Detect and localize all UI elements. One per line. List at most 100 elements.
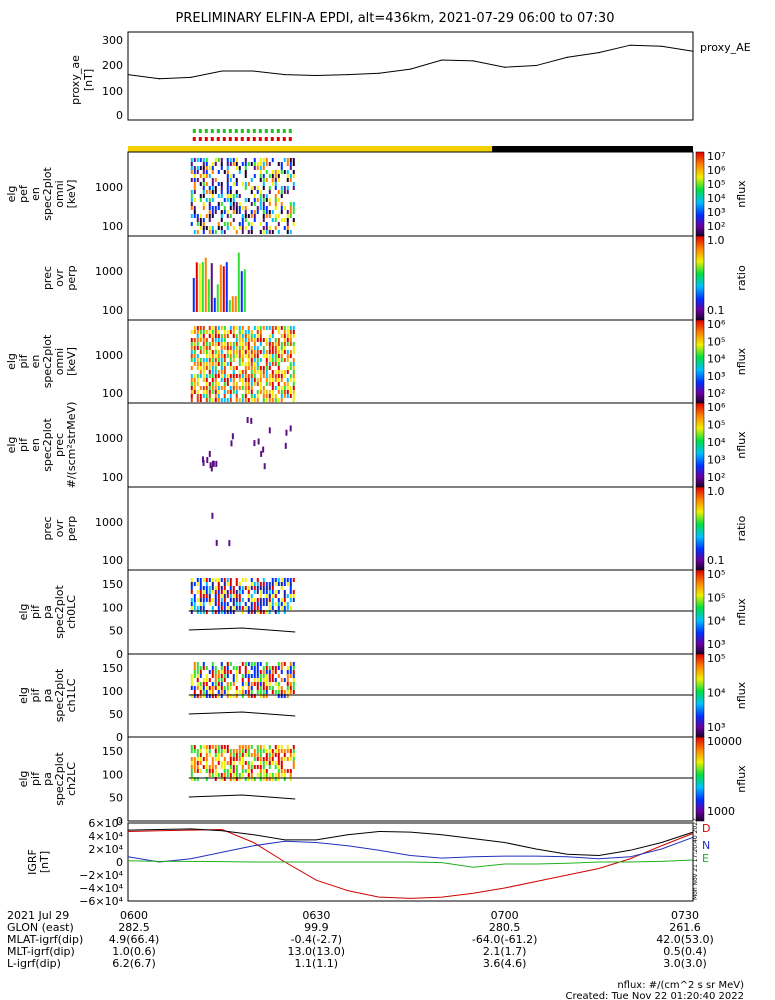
spectrogram-pixel <box>277 598 280 602</box>
colorbar-label: nflux <box>735 347 748 375</box>
spectrogram-pixel <box>232 370 235 374</box>
spectrogram-pixel <box>289 594 292 598</box>
spectrogram-pixel <box>292 370 295 374</box>
spectrogram-pixel <box>208 366 211 370</box>
spectrogram-pixel <box>283 598 286 602</box>
spectrogram-pixel <box>217 745 220 749</box>
spectrogram-pixel <box>280 686 283 690</box>
spectrogram-pixel <box>199 366 202 370</box>
spectrogram-pixel <box>256 350 259 354</box>
spectrogram-pixel <box>289 342 292 346</box>
spectrogram-pixel <box>289 162 292 166</box>
spectrogram-pixel <box>280 162 283 166</box>
spectrogram-pixel <box>238 334 241 338</box>
spectrogram-pixel <box>274 386 277 390</box>
spectrogram-pixel <box>286 162 289 166</box>
spectrogram-pixel <box>241 769 244 773</box>
x-axis-value: -0.4(-2.7) <box>291 933 343 946</box>
spectrogram-pixel <box>250 694 253 698</box>
spectrogram-pixel <box>244 745 247 749</box>
spectrogram-pixel <box>220 761 223 765</box>
spectrogram-pixel <box>232 378 235 382</box>
spectrogram-pixel <box>211 590 214 594</box>
spectrogram-pixel <box>220 578 223 582</box>
spectrogram-pixel <box>262 386 265 390</box>
spectrogram-pixel <box>217 182 220 186</box>
spectrogram-pixel <box>214 594 217 598</box>
spectrogram-pixel <box>246 417 249 424</box>
spectrogram-pixel <box>235 690 238 694</box>
spectrogram-pixel <box>205 158 208 162</box>
spectrogram-pixel <box>220 610 223 614</box>
spectrogram-pixel <box>220 765 223 769</box>
spectrogram-pixel <box>250 610 253 614</box>
spectrogram-pixel <box>277 358 280 362</box>
spectrogram-pixel <box>247 366 250 370</box>
spectrogram-pixel <box>196 578 199 582</box>
spectrogram-pixel <box>271 749 274 753</box>
spectrogram-pixel <box>274 170 277 174</box>
spectrogram-pixel <box>253 777 256 781</box>
spectrogram-pixel <box>202 370 205 374</box>
spectrogram-pixel <box>234 296 237 312</box>
spectrogram-pixel <box>205 678 208 682</box>
proxy-ae-point <box>692 50 694 52</box>
spectrogram-pixel <box>211 606 214 610</box>
spectrogram-pixel <box>283 602 286 606</box>
science-zone-dot-red <box>252 137 256 141</box>
spectrogram-pixel <box>268 610 271 614</box>
spectrogram-pixel <box>247 326 250 330</box>
spectrogram-pixel <box>223 666 226 670</box>
panel-ylabel: elg <box>5 353 18 370</box>
footer-units: nflux: #/(cm^2 s sr MeV) <box>617 980 744 991</box>
panel-ylabel: prec <box>41 516 54 540</box>
spectrogram-pixel <box>259 342 262 346</box>
spectrogram-pixel <box>283 218 286 222</box>
spectrogram-pixel <box>274 358 277 362</box>
spectrogram-pixel <box>265 214 268 218</box>
spectrogram-pixel <box>208 330 211 334</box>
science-zone-dot-red <box>198 137 202 141</box>
spectrogram-pixel <box>202 690 205 694</box>
spectrogram-pixel <box>196 222 199 226</box>
spectrogram-pixel <box>199 666 202 670</box>
spectrogram-pixel <box>286 178 289 182</box>
spectrogram-pixel <box>289 330 292 334</box>
spectrogram-pixel <box>199 374 202 378</box>
spectrogram-pixel <box>250 226 253 230</box>
spectrogram-pixel <box>283 370 286 374</box>
spectrogram-pixel <box>205 769 208 773</box>
spectrogram-pixel <box>262 158 265 162</box>
spectrogram-pixel <box>247 198 250 202</box>
spectrogram-pixel <box>256 346 259 350</box>
spectrogram-pixel <box>220 358 223 362</box>
spectrogram-pixel <box>199 598 202 602</box>
spectrogram-pixel <box>256 210 259 214</box>
science-zone-dot-green <box>234 129 238 133</box>
spectrogram-pixel <box>271 174 274 178</box>
spectrogram-pixel <box>250 765 253 769</box>
spectrogram-pixel <box>229 578 232 582</box>
spectrogram-pixel <box>256 606 259 610</box>
spectrogram-pixel <box>211 386 214 390</box>
spectrogram-pixel <box>193 765 196 769</box>
spectrogram-pixel <box>241 218 244 222</box>
spectrogram-pixel <box>247 765 250 769</box>
spectrogram-pixel <box>238 749 241 753</box>
spectrogram-pixel <box>208 374 211 378</box>
spectrogram-pixel <box>229 590 232 594</box>
spectrogram-pixel <box>283 757 286 761</box>
spectrogram-pixel <box>202 350 205 354</box>
spectrogram-pixel <box>277 690 280 694</box>
spectrogram-pixel <box>283 578 286 582</box>
spectrogram-pixel <box>202 459 205 466</box>
spectrogram-pixel <box>226 670 229 674</box>
spectrogram-pixel <box>214 773 217 777</box>
spectrogram-pixel <box>217 582 220 586</box>
spectrogram-pixel <box>223 386 226 390</box>
spectrogram-pixel <box>229 350 232 354</box>
spectrogram-pixel <box>262 202 265 206</box>
spectrogram-pixel <box>250 210 253 214</box>
spectrogram-pixel <box>247 694 250 698</box>
spectrogram-pixel <box>199 582 202 586</box>
